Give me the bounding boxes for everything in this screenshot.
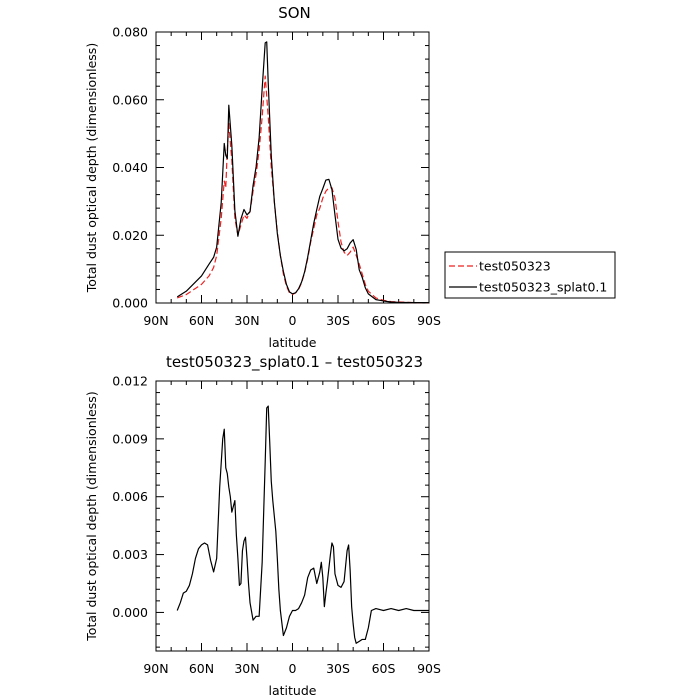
x-tick-label: 30S bbox=[326, 313, 350, 328]
y-tick-label: 0.012 bbox=[112, 374, 148, 389]
legend: test050323 test050323_splat0.1 bbox=[444, 251, 616, 299]
x-tick-label: 60N bbox=[189, 313, 214, 328]
x-tick-label: 60N bbox=[189, 661, 214, 676]
plot-frame-0 bbox=[155, 31, 430, 304]
chart-title-1: test050323_splat0.1 – test050323 bbox=[166, 353, 423, 372]
chart-title-0: SON bbox=[278, 4, 311, 22]
y-tick-label: 0.080 bbox=[112, 25, 148, 40]
x-tick-label: 0 bbox=[289, 661, 297, 676]
y-tick-label: 0.006 bbox=[112, 489, 148, 504]
x-tick-label: 60S bbox=[372, 661, 396, 676]
y-tick-label: 0.000 bbox=[112, 605, 148, 620]
y-tick-label: 0.000 bbox=[112, 296, 148, 311]
top-panel: SON 90N 60N 30N 0 30S 60S 90S 0.000 0.020 0.040 0.0… bbox=[84, 4, 441, 350]
x-tick-label: 90N bbox=[143, 313, 168, 328]
legend-entry: test050323 bbox=[479, 259, 551, 274]
x-tick-label: 90S bbox=[417, 313, 441, 328]
y-tick-label: 0.020 bbox=[112, 228, 148, 243]
series-line-panel-1-0 bbox=[176, 405, 429, 644]
x-tick-label: 30S bbox=[326, 661, 350, 676]
x-axis-label: latitude bbox=[269, 683, 317, 698]
x-tick-label: 60S bbox=[372, 313, 396, 328]
series-line-test050323 bbox=[177, 75, 429, 304]
x-tick-label: 90N bbox=[143, 661, 168, 676]
x-tick-label: 90S bbox=[417, 661, 441, 676]
y-axis-label: Total dust optical depth (dimensionless) bbox=[84, 43, 99, 293]
legend-entry: test050323_splat0.1 bbox=[479, 280, 607, 295]
y-tick-label: 0.003 bbox=[112, 547, 148, 562]
x-axis-label: latitude bbox=[269, 335, 317, 350]
series-line-test050323_splat0.1 bbox=[176, 41, 429, 304]
x-tick-label: 30N bbox=[234, 313, 259, 328]
y-tick-label: 0.040 bbox=[112, 160, 148, 175]
y-axis-label: Total dust optical depth (dimensionless) bbox=[84, 391, 99, 641]
x-tick-label: 0 bbox=[289, 313, 297, 328]
y-tick-label: 0.009 bbox=[112, 431, 148, 446]
bottom-panel: test050323_splat0.1 – test050323 90N 60N 30… bbox=[84, 353, 441, 698]
legend-box bbox=[444, 251, 616, 299]
y-tick-label: 0.060 bbox=[112, 92, 148, 107]
x-tick-label: 30N bbox=[234, 661, 259, 676]
